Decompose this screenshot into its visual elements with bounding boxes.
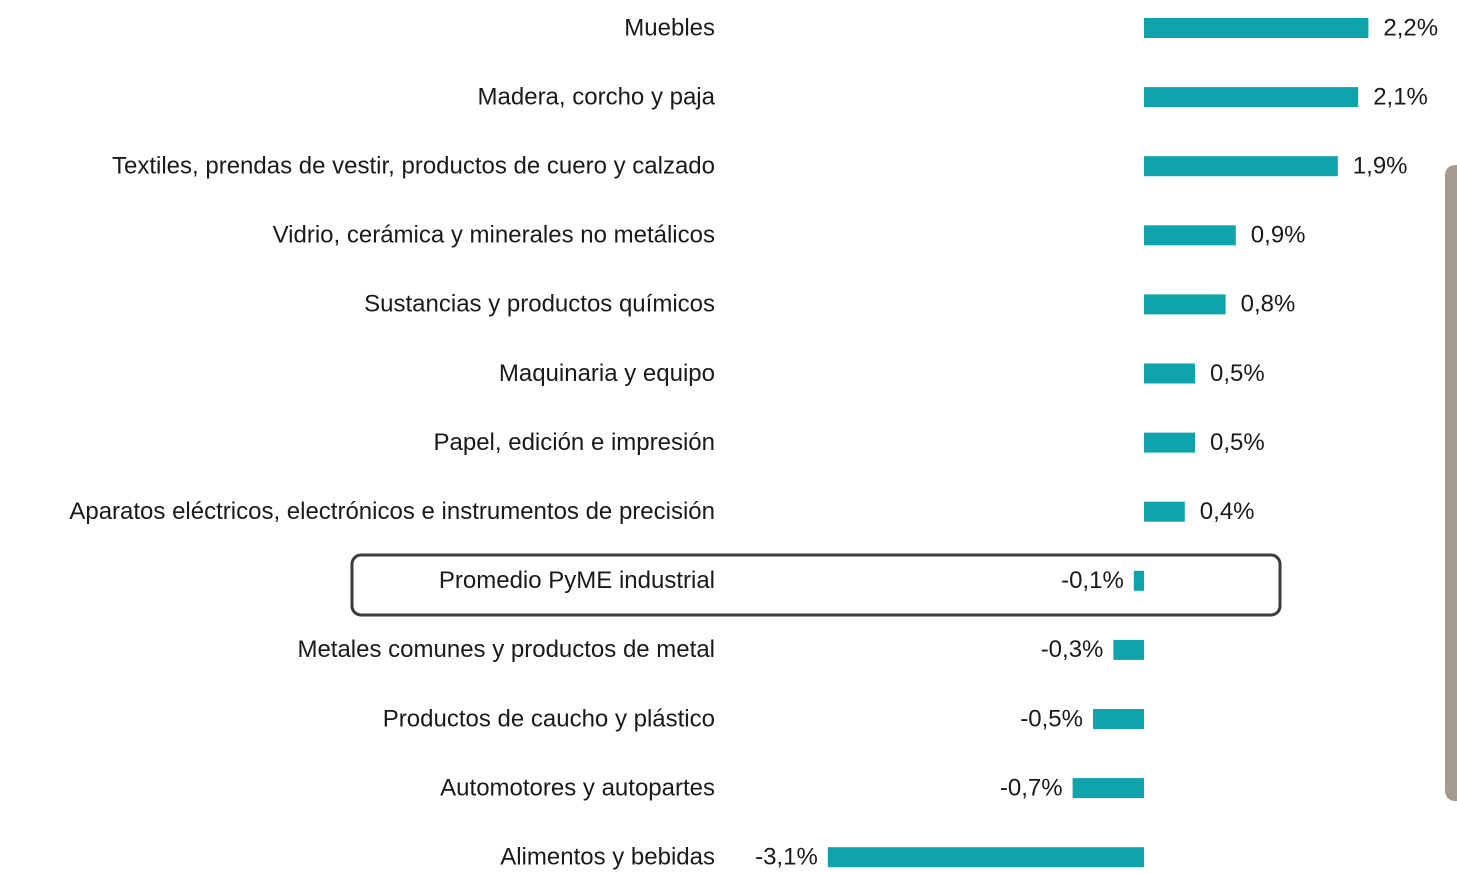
category-label: Muebles: [624, 14, 715, 41]
category-label: Promedio PyME industrial: [439, 567, 715, 594]
bar: [1093, 709, 1144, 729]
category-label: Automotores y autopartes: [440, 774, 715, 801]
bar: [1113, 639, 1144, 660]
bar: [1072, 778, 1144, 799]
value-label: 0,4%: [1200, 498, 1255, 525]
bar: [1144, 225, 1236, 246]
value-label: 2,1%: [1373, 83, 1428, 110]
category-label: Metales comunes y productos de metal: [297, 636, 715, 663]
bar: [1144, 363, 1195, 384]
value-label: 0,8%: [1241, 291, 1296, 318]
bar: [1144, 501, 1185, 522]
bar: [1144, 18, 1369, 38]
category-label: Alimentos y bebidas: [500, 844, 715, 871]
side-panel: [1445, 165, 1457, 801]
category-label: Papel, edición e impresión: [434, 429, 716, 456]
value-label: 1,9%: [1353, 153, 1408, 180]
bar: [827, 847, 1144, 868]
value-label: -0,7%: [1000, 774, 1063, 801]
category-label: Maquinaria y equipo: [499, 360, 715, 387]
value-label: 0,9%: [1251, 222, 1306, 249]
bar: [1133, 570, 1144, 591]
category-label: Vidrio, cerámica y minerales no metálico…: [273, 222, 715, 249]
category-label: Productos de caucho y plástico: [383, 705, 715, 732]
bar: [1144, 294, 1226, 315]
value-label: -3,1%: [755, 844, 818, 871]
value-label: -0,5%: [1020, 705, 1083, 732]
category-label: Aparatos eléctricos, electrónicos e inst…: [69, 498, 715, 525]
value-label: 0,5%: [1210, 429, 1265, 456]
value-label: 2,2%: [1383, 14, 1438, 41]
category-label: Textiles, prendas de vestir, productos d…: [112, 153, 715, 180]
value-label: 0,5%: [1210, 360, 1265, 387]
value-label: -0,3%: [1041, 636, 1104, 663]
category-label: Madera, corcho y paja: [478, 83, 716, 110]
value-label: -0,1%: [1061, 567, 1124, 594]
category-label: Sustancias y productos químicos: [364, 291, 715, 318]
bar: [1144, 87, 1359, 108]
bar: [1144, 432, 1195, 453]
highlight-box: [350, 553, 1282, 617]
bar: [1144, 156, 1338, 177]
